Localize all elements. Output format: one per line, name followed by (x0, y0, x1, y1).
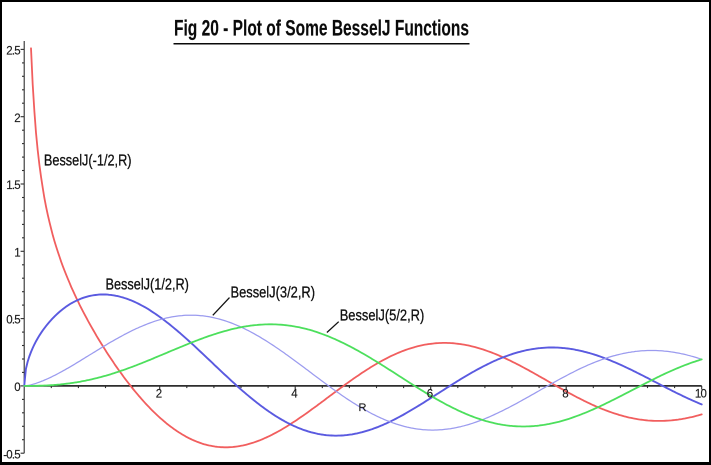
svg-text:6: 6 (427, 389, 433, 401)
svg-text:1.5: 1.5 (6, 180, 20, 192)
svg-text:2: 2 (156, 389, 162, 401)
svg-text:8: 8 (562, 389, 568, 401)
svg-text:BesselJ(1/2,R): BesselJ(1/2,R) (106, 276, 189, 293)
svg-text:BesselJ(-1/2,R): BesselJ(-1/2,R) (44, 153, 132, 170)
svg-text:BesselJ(5/2,R): BesselJ(5/2,R) (340, 307, 425, 324)
svg-text:0.5: 0.5 (6, 315, 20, 327)
svg-text:Fig 20 - Plot of Some BesselJ: Fig 20 - Plot of Some BesselJ Functions (174, 16, 469, 41)
svg-text:1: 1 (14, 247, 20, 259)
svg-text:BesselJ(3/2,R): BesselJ(3/2,R) (231, 284, 316, 301)
svg-text:0: 0 (14, 382, 20, 394)
svg-text:4: 4 (291, 389, 298, 401)
svg-text:2: 2 (14, 113, 20, 125)
svg-text:R: R (359, 402, 367, 414)
svg-text:2.5: 2.5 (6, 46, 20, 58)
svg-text:10: 10 (695, 389, 707, 401)
svg-text:-0.5: -0.5 (3, 449, 20, 461)
